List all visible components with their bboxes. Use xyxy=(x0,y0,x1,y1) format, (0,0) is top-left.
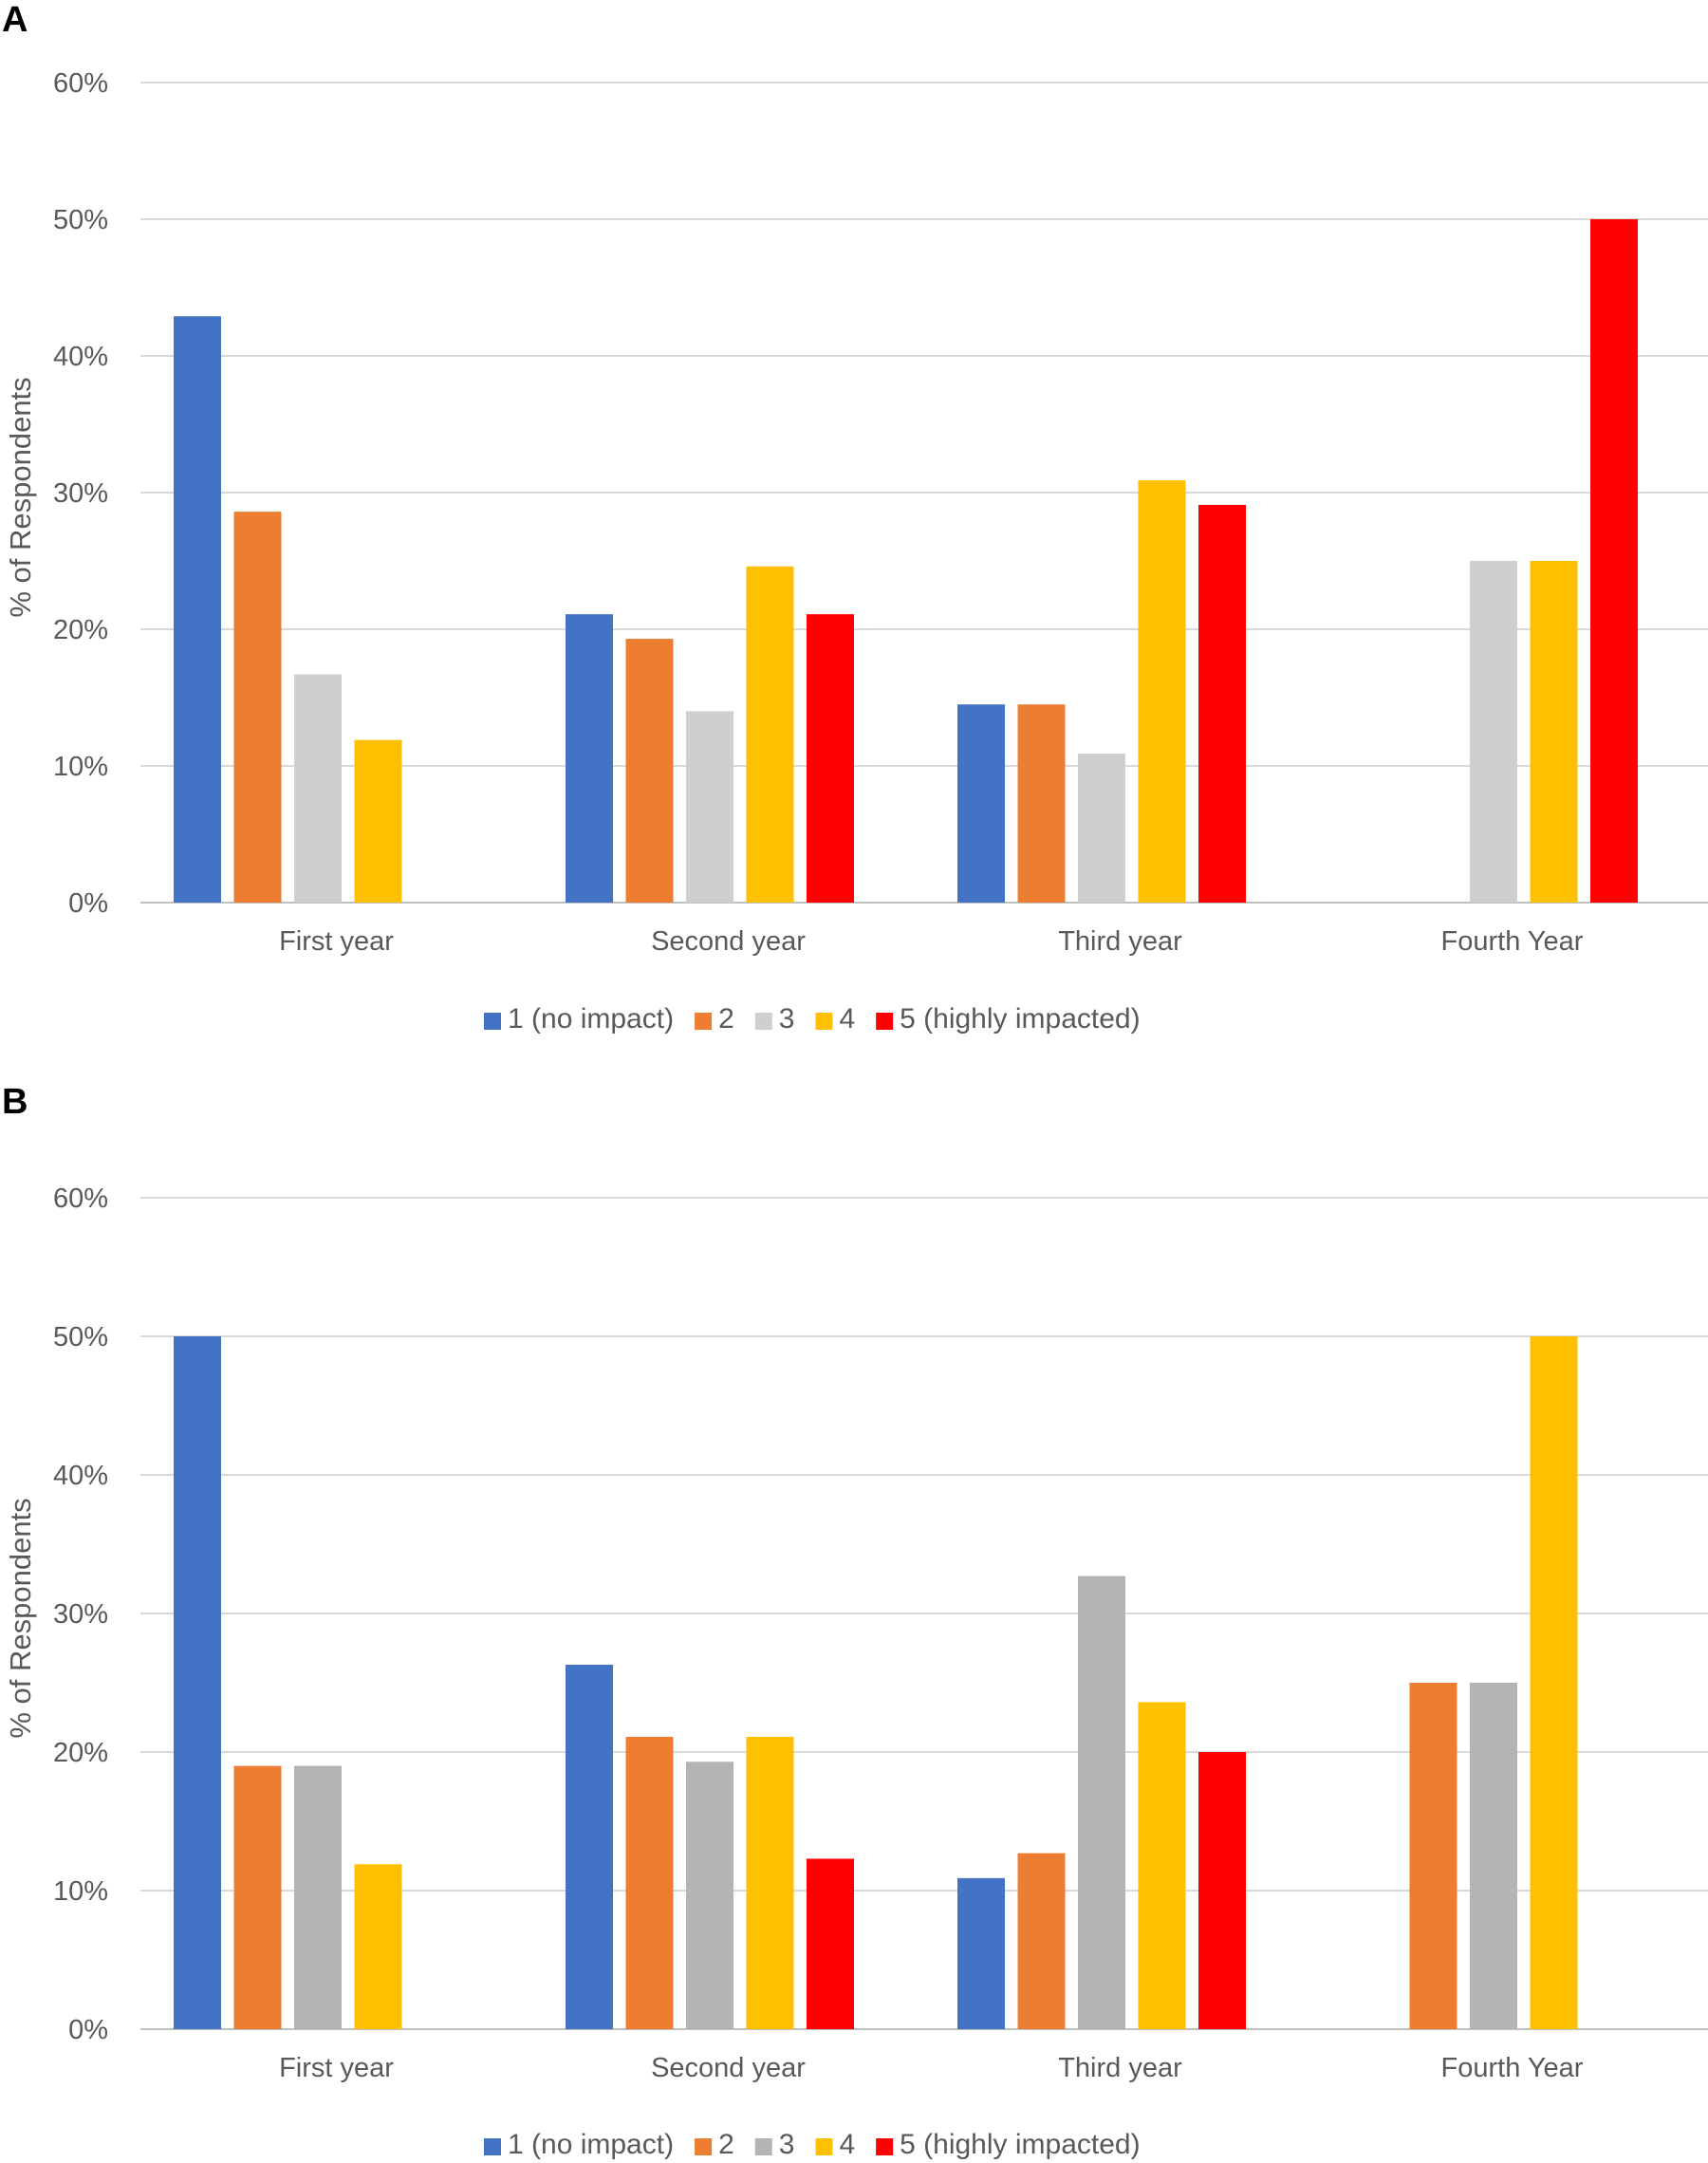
chart-panel-b: B 0% 10% 20% 30% 40% 50% 60% % of Respondents Fi… xyxy=(0,1082,1708,2163)
x-tick-label: Second year xyxy=(651,2053,806,2083)
bar xyxy=(1530,1336,1578,2029)
y-tick-label: 50% xyxy=(53,1322,108,1352)
bar xyxy=(1078,754,1125,903)
bar xyxy=(1198,1752,1246,2029)
legend-label: 5 (highly impacted) xyxy=(900,2129,1140,2160)
bar xyxy=(1409,1683,1457,2029)
bar xyxy=(566,1665,613,2029)
bar xyxy=(1470,561,1517,903)
y-tick-label: 20% xyxy=(53,615,108,645)
chart-panel-a: A 0% 10% 20% 30% 40% 50% 60% % of Respondents Fi… xyxy=(0,0,1708,1072)
bar-chart: 0% 10% 20% 30% 40% 50% 60% % of Respondents Firs… xyxy=(4,68,1708,1035)
bar xyxy=(1138,480,1186,903)
y-tick-label: 10% xyxy=(53,752,108,782)
bar xyxy=(807,614,854,903)
bar xyxy=(686,711,733,903)
y-tick-label: 50% xyxy=(53,205,108,235)
bar xyxy=(174,1336,221,2029)
legend-label: 1 (no impact) xyxy=(508,1003,674,1035)
bar-chart: 0% 10% 20% 30% 40% 50% 60% % of Respondents Firs… xyxy=(4,1184,1708,2160)
bar xyxy=(686,1762,733,2029)
x-tick-label: Second year xyxy=(651,926,806,957)
y-tick-label: 30% xyxy=(53,478,108,509)
bar xyxy=(957,704,1005,903)
bar xyxy=(294,674,342,903)
legend-swatch xyxy=(876,1013,894,1030)
legend-swatch xyxy=(815,2138,833,2155)
bar xyxy=(1590,219,1638,903)
legend-label: 4 xyxy=(839,2129,855,2160)
bar xyxy=(1017,704,1066,903)
legend-label: 3 xyxy=(779,1003,795,1035)
y-axis-label: % of Respondents xyxy=(4,1498,37,1738)
bar xyxy=(1138,1702,1186,2029)
y-axis-label: % of Respondents xyxy=(4,377,37,617)
legend-label: 3 xyxy=(779,2129,795,2160)
legend-swatch xyxy=(815,1013,833,1030)
y-tick-label: 60% xyxy=(53,1184,108,1214)
legend-label: 1 (no impact) xyxy=(508,2129,674,2160)
panel-label: A xyxy=(2,0,28,40)
x-tick-label: First year xyxy=(279,2053,394,2083)
y-tick-label: 40% xyxy=(53,342,108,372)
bar xyxy=(746,566,794,903)
bar xyxy=(807,1858,854,2029)
y-tick-label: 40% xyxy=(53,1461,108,1491)
y-tick-label: 0% xyxy=(68,2015,108,2045)
bar xyxy=(233,512,282,903)
bar xyxy=(1198,504,1246,903)
bar xyxy=(1470,1683,1517,2029)
bar xyxy=(625,639,674,903)
bar xyxy=(1078,1576,1125,2029)
bar xyxy=(294,1765,342,2029)
bar xyxy=(566,614,613,903)
bar xyxy=(746,1736,794,2029)
bar xyxy=(354,1864,402,2029)
bar xyxy=(1530,561,1578,903)
bar xyxy=(1017,1853,1066,2029)
x-tick-label: Fourth Year xyxy=(1441,2053,1584,2083)
legend-swatch xyxy=(754,1013,772,1030)
bar xyxy=(233,1765,282,2029)
legend-label: 5 (highly impacted) xyxy=(900,1003,1140,1035)
legend-label: 2 xyxy=(718,1003,734,1035)
legend-label: 4 xyxy=(839,1003,855,1035)
x-tick-label: Fourth Year xyxy=(1441,926,1584,957)
bar xyxy=(957,1877,1005,2029)
y-tick-label: 10% xyxy=(53,1876,108,1907)
y-tick-label: 20% xyxy=(53,1738,108,1768)
x-tick-label: Third year xyxy=(1058,926,1182,957)
legend-swatch xyxy=(695,2138,713,2155)
legend-swatch xyxy=(484,2138,501,2155)
legend-label: 2 xyxy=(718,2129,734,2160)
legend-swatch xyxy=(695,1013,713,1030)
legend-swatch xyxy=(876,2138,894,2155)
bar xyxy=(625,1736,674,2029)
y-tick-label: 0% xyxy=(68,888,108,919)
legend-swatch xyxy=(754,2138,772,2155)
x-tick-label: First year xyxy=(279,926,394,957)
bar xyxy=(174,316,221,903)
y-tick-label: 60% xyxy=(53,68,108,99)
y-tick-label: 30% xyxy=(53,1599,108,1630)
panel-label: B xyxy=(2,1082,28,1122)
bar xyxy=(354,739,402,903)
legend-swatch xyxy=(484,1013,501,1030)
x-tick-label: Third year xyxy=(1058,2053,1182,2083)
